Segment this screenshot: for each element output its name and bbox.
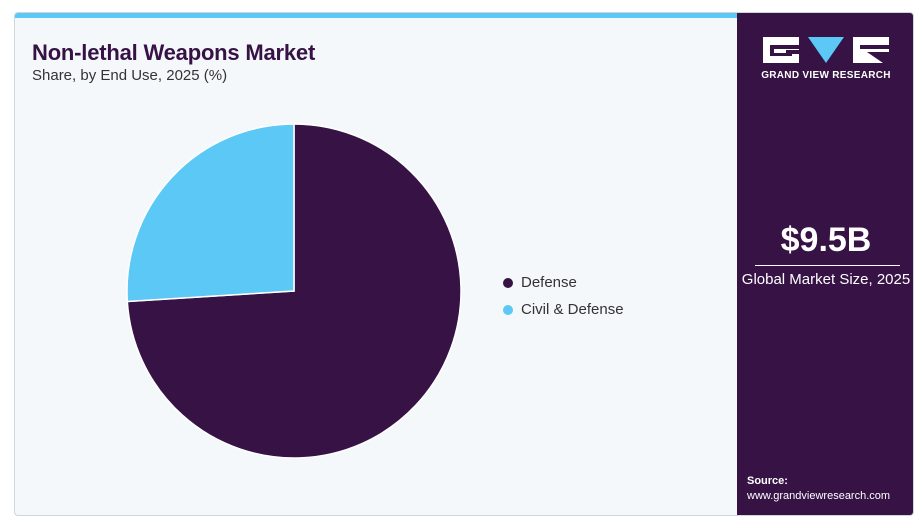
legend-dot-defense bbox=[503, 277, 513, 288]
gvr-logo-icon bbox=[763, 37, 889, 63]
market-size-label: Global Market Size, 2025 bbox=[741, 271, 911, 288]
pie-chart bbox=[126, 123, 462, 459]
chart-card: Non-lethal Weapons Market Share, by End … bbox=[14, 12, 914, 516]
accent-bar bbox=[15, 13, 737, 18]
legend: Defense Civil & Defense bbox=[503, 269, 624, 323]
legend-label-defense: Defense bbox=[521, 274, 577, 291]
legend-item-civil-defense: Civil & Defense bbox=[503, 296, 624, 323]
chart-area: Non-lethal Weapons Market Share, by End … bbox=[15, 18, 737, 515]
brand-name: GRAND VIEW RESEARCH bbox=[761, 70, 891, 81]
chart-title: Non-lethal Weapons Market bbox=[32, 40, 316, 65]
source-label: Source: bbox=[747, 475, 788, 487]
source-link[interactable]: www.grandviewresearch.com bbox=[747, 490, 891, 502]
sidebar: GRAND VIEW RESEARCH $9.5B Global Market … bbox=[737, 13, 913, 515]
chart-subtitle: Share, by End Use, 2025 (%) bbox=[32, 67, 228, 84]
legend-dot-civil-defense bbox=[503, 304, 513, 315]
market-size-value: $9.5B bbox=[780, 221, 872, 259]
legend-label-civil-defense: Civil & Defense bbox=[521, 301, 624, 318]
divider bbox=[755, 265, 900, 266]
pie-slice-civil-defense bbox=[126, 123, 295, 303]
legend-item-defense: Defense bbox=[503, 269, 624, 296]
